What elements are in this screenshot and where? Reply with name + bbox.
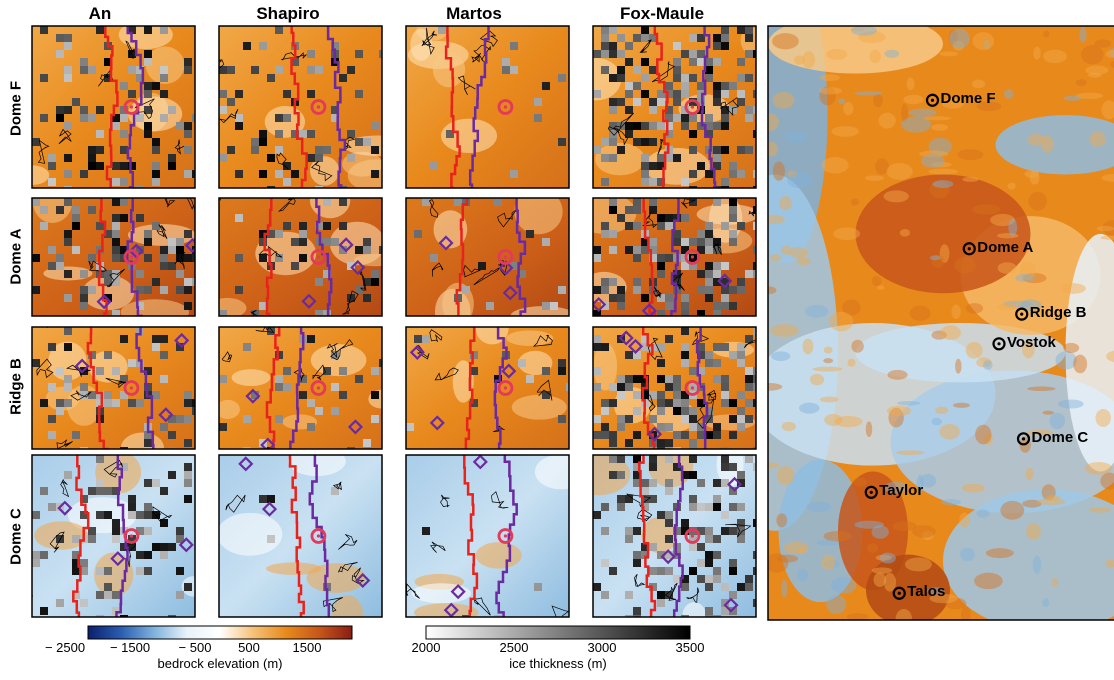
panel-0-2 [405, 25, 570, 189]
site-marker [864, 485, 878, 499]
ice-tick-3: 3000 [587, 640, 617, 655]
panel-2-1 [218, 326, 383, 450]
panel-3-1 [218, 454, 383, 618]
site-label: Vostok [1007, 333, 1056, 351]
site-label: Taylor [879, 482, 924, 500]
site-marker [892, 586, 906, 600]
panel-1-0 [31, 197, 196, 317]
site-marker [962, 242, 976, 256]
elevation-tick-4: 500 [238, 640, 260, 655]
panel-0-1 [218, 25, 383, 189]
site-marker [992, 337, 1006, 351]
ice-colorbar-title: ice thickness (m) [509, 656, 607, 671]
row-title-dome-c: Dome C [7, 508, 25, 565]
panel-1-2 [405, 197, 570, 317]
panel-2-0 [31, 326, 196, 450]
panel-1-1 [218, 197, 383, 317]
row-title-dome-f: Dome F [7, 81, 25, 137]
site-label: Ridge B [1029, 304, 1087, 322]
site-label: Talos [907, 583, 946, 601]
panel-0-3 [592, 25, 757, 189]
row-title-dome-a: Dome A [7, 228, 25, 285]
site-marker [1015, 307, 1029, 321]
panel-1-3 [592, 197, 757, 317]
panel-0-0 [31, 25, 196, 189]
elevation-colorbar-title: bedrock elevation (m) [157, 656, 283, 671]
column-title-martos: Martos [446, 4, 502, 23]
site-label: Dome F [940, 90, 996, 108]
column-title-shapiro: Shapiro [256, 4, 320, 23]
panel-2-2 [405, 326, 570, 450]
elevation-tick-3: − 500 [178, 640, 212, 655]
panel-3-0 [31, 454, 196, 618]
overview-map [767, 25, 1114, 621]
column-title-fox-maule: Fox-Maule [619, 4, 705, 23]
panel-3-3 [592, 454, 757, 618]
elevation-colorbar [87, 625, 353, 640]
elevation-tick-1: − 2500 [44, 640, 86, 655]
site-marker [1016, 432, 1031, 446]
ice-tick-1: 2000 [411, 640, 441, 655]
site-marker [925, 93, 940, 107]
elevation-tick-2: − 1500 [109, 640, 151, 655]
row-title-ridge-b: Ridge B [7, 358, 25, 415]
site-label: Dome C [1031, 428, 1089, 446]
ice-tick-2: 2500 [499, 640, 529, 655]
column-title-an: An [88, 4, 112, 23]
panel-2-3 [592, 326, 757, 450]
ice-tick-4: 3500 [675, 640, 705, 655]
ice-colorbar [425, 625, 691, 640]
site-label: Dome A [977, 238, 1034, 256]
panel-3-2 [405, 454, 570, 618]
elevation-tick-5: 1500 [292, 640, 322, 655]
